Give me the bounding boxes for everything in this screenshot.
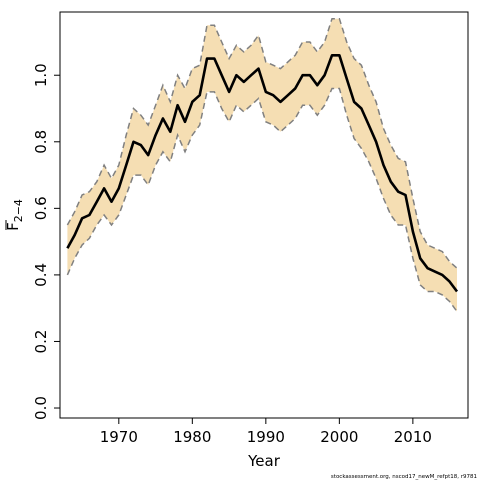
y-tick-label: 0.0 [32, 396, 50, 420]
y-axis-title-subscript: 2−4 [12, 199, 25, 222]
y-tick-label: 0.2 [32, 330, 50, 354]
x-axis: 1970 1980 1990 2000 2010 [100, 418, 432, 446]
y-axis: 0.0 0.2 0.4 0.6 0.8 1.0 [32, 63, 60, 420]
confidence-band [67, 18, 458, 312]
x-tick-label: 2010 [394, 428, 432, 446]
y-tick-label: 0.6 [32, 196, 50, 220]
svg-text:F2−4: F2−4 [4, 199, 25, 231]
lower-bound-line [66, 87, 458, 312]
x-tick-label: 1970 [100, 428, 138, 446]
estimate-line [66, 53, 459, 293]
y-axis-title-main: F [4, 222, 22, 231]
x-tick-label: 1990 [247, 428, 285, 446]
y-tick-label: 0.4 [32, 263, 50, 287]
upper-bound-line [66, 17, 458, 269]
plot-frame [59, 11, 469, 419]
y-tick-label: 1.0 [32, 63, 50, 87]
plot-layer [66, 17, 459, 312]
x-tick-label: 2000 [320, 428, 358, 446]
y-axis-title: F2−4 [4, 199, 25, 231]
x-tick-label: 1980 [173, 428, 211, 446]
footnote: stockassessment.org, nscod17_newM_refpt1… [331, 474, 477, 480]
x-axis-title: Year [247, 452, 281, 470]
y-tick-label: 0.8 [32, 130, 50, 154]
